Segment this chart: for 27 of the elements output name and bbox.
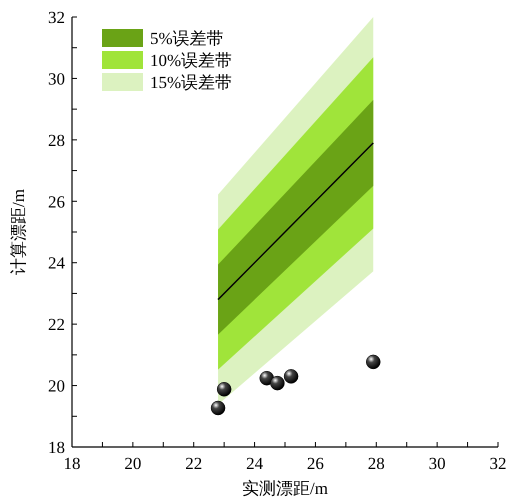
y-tick-label: 28: [48, 130, 65, 150]
x-tick-label: 20: [124, 454, 142, 473]
y-axis-title: 计算漂距/m: [9, 189, 28, 275]
y-tick-label: 18: [48, 438, 65, 457]
y-tick-label: 30: [48, 69, 65, 88]
x-tick-label: 18: [64, 454, 80, 473]
x-tick-label: 26: [306, 454, 324, 473]
x-tick-label: 22: [185, 454, 202, 473]
point: [270, 376, 285, 390]
legend-label: 5%误差带: [150, 29, 224, 48]
point: [210, 400, 226, 416]
legend-label: 15%误差带: [150, 73, 232, 92]
x-tick-label: 24: [246, 454, 264, 473]
y-tick-label: 20: [48, 376, 65, 396]
x-tick-label: 28: [368, 454, 385, 473]
y-tick-label: 22: [48, 315, 65, 334]
y-tick-label: 24: [48, 254, 66, 273]
x-tick-label: 32: [490, 454, 506, 473]
point: [284, 369, 298, 384]
point: [259, 370, 274, 386]
point: [366, 354, 380, 370]
point: [216, 382, 232, 397]
y-tick-label: 32: [48, 8, 65, 27]
legend-label: 10%误差带: [150, 51, 232, 70]
x-tick-label: 30: [428, 454, 446, 473]
x-axis-title: 实测漂距/m: [242, 479, 328, 498]
y-tick-label: 26: [48, 192, 65, 212]
